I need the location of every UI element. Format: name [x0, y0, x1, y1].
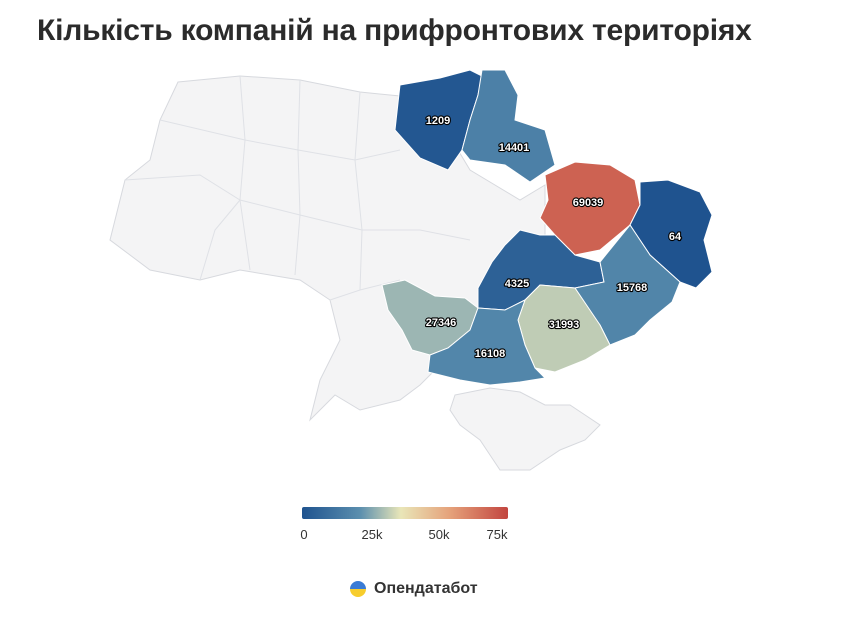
color-legend: 0 25k 50k 75k	[300, 507, 508, 542]
highlighted-regions	[381, 69, 713, 386]
region-label: 16108	[475, 348, 506, 360]
region-label: 27346	[426, 317, 457, 329]
region-kharkiv	[539, 161, 641, 256]
region-label: 69039	[573, 197, 604, 209]
page-title: Кількість компаній на прифронтових терит…	[37, 14, 752, 47]
region-sumy	[461, 69, 556, 183]
region-label: 1209	[426, 115, 450, 127]
color-scale-bar	[302, 507, 508, 519]
legend-tick: 0	[300, 527, 308, 542]
region-label: 15768	[617, 282, 648, 294]
legend-tick: 75k	[486, 527, 508, 542]
region-label: 64	[669, 231, 682, 243]
brand: Опендатабот	[348, 579, 478, 599]
region-label: 31993	[549, 319, 580, 331]
region-luhansk	[629, 179, 713, 289]
opendatabot-logo-icon	[350, 581, 366, 597]
legend-tick: 50k	[428, 527, 450, 542]
region-label: 4325	[505, 278, 529, 290]
ukraine-map: 1209 14401 69039 64 4325 15768 27346 319…	[109, 69, 713, 471]
brand-name: Опендатабот	[374, 580, 478, 597]
region-label: 14401	[499, 142, 530, 154]
region-labels: 1209 14401 69039 64 4325 15768 27346 319…	[425, 114, 683, 361]
legend-tick: 25k	[361, 527, 383, 542]
region-kherson	[427, 299, 547, 386]
